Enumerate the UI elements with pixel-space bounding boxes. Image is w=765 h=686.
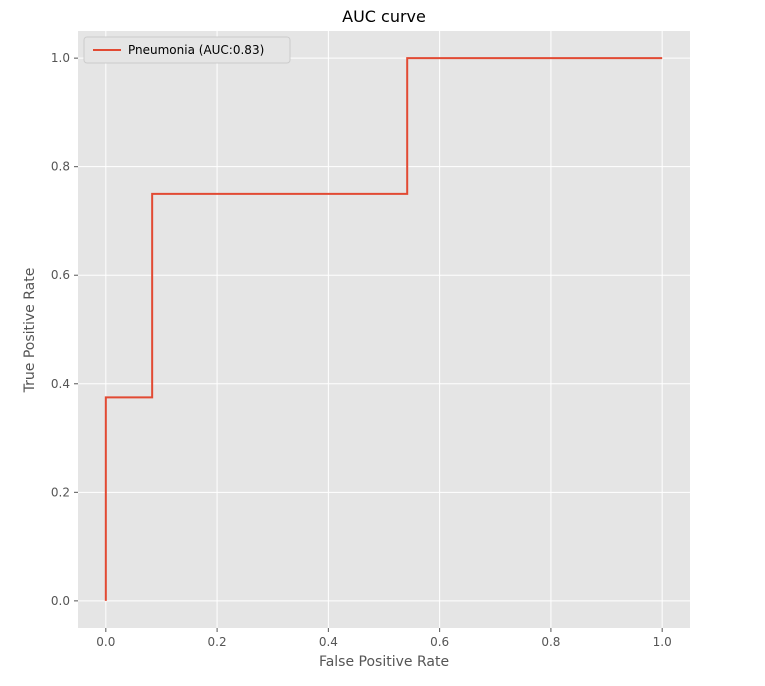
x-tick-label: 0.8: [541, 635, 560, 649]
tick-layer: 0.0 0.2 0.4 0.6 0.8 1.0 0.0 0.2 0.4 0.6 0.8 1.0: [51, 51, 672, 649]
y-tick-label: 0.4: [51, 377, 70, 391]
x-tick-label: 0.6: [430, 635, 449, 649]
series-layer: [104, 57, 663, 601]
x-tick-label: 0.0: [96, 635, 115, 649]
x-axis-label: False Positive Rate: [319, 654, 449, 670]
y-axis-label: True Positive Rate: [22, 268, 38, 394]
x-tick-label: 0.2: [208, 635, 227, 649]
y-tick-label: 0.0: [51, 594, 70, 608]
y-tick-label: 0.8: [51, 160, 70, 174]
y-tick-label: 1.0: [51, 51, 70, 65]
plot-area-background: [78, 31, 690, 628]
x-tick-label: 1.0: [653, 635, 672, 649]
y-tick-label: 0.6: [51, 268, 70, 282]
legend-label: Pneumonia (AUC:0.83): [128, 43, 264, 57]
chart-title: AUC curve: [342, 7, 426, 26]
x-tick-label: 0.4: [319, 635, 338, 649]
legend: Pneumonia (AUC:0.83): [83, 36, 291, 64]
y-tick-label: 0.2: [51, 485, 70, 499]
legend-box: [83, 36, 291, 64]
series-line-0: [104, 57, 663, 601]
